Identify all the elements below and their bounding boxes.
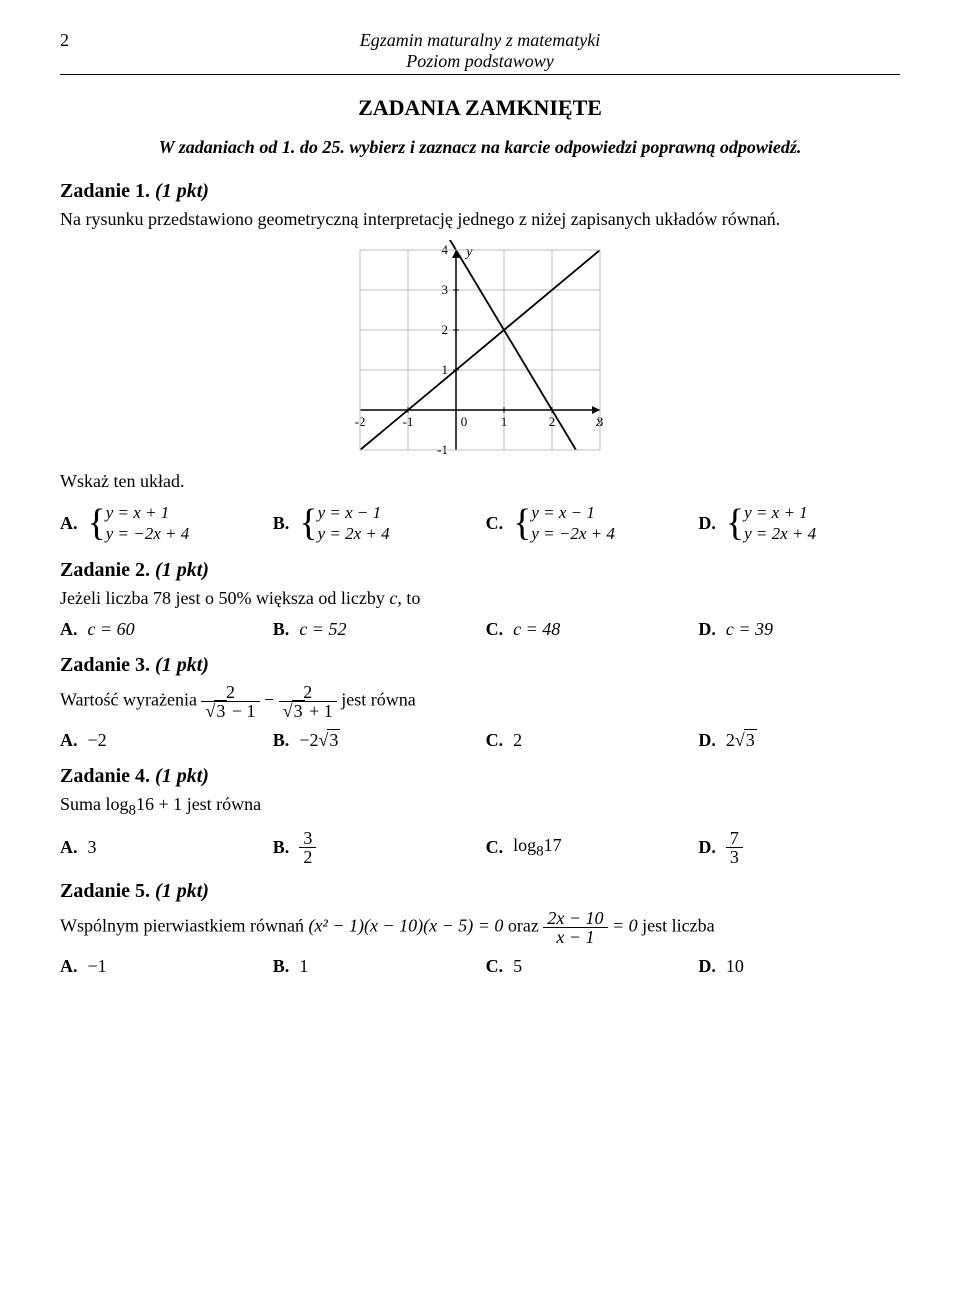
z4-options: A.3 B. 32 C. log817 D. 73: [60, 829, 900, 866]
z2-option-d: D.c = 39: [698, 619, 900, 640]
z1-pts: (1 pkt): [155, 180, 209, 202]
svg-text:-1: -1: [403, 414, 414, 429]
z4-option-b: B. 32: [273, 829, 475, 866]
z3-option-a: A.−2: [60, 730, 262, 751]
zadanie-2-heading: Zadanie 2. (1 pkt): [60, 559, 900, 582]
z4-option-d: D. 73: [698, 829, 900, 866]
svg-text:0: 0: [461, 414, 468, 429]
zadanie-5-heading: Zadanie 5. (1 pkt): [60, 880, 900, 903]
z1-label: Zadanie 1.: [60, 180, 150, 202]
z1-options: A. { y = x + 1 y = −2x + 4 B. { y = x − …: [60, 502, 900, 545]
z5-option-a: A.−1: [60, 956, 262, 977]
page-number: 2: [60, 30, 90, 72]
zadanie-1-heading: Zadanie 1. (1 pkt): [60, 180, 900, 203]
coordinate-graph: -2-10123-11234xy: [350, 240, 610, 460]
z3-text: Wartość wyrażenia 2 √3 − 1 − 2 √3 + 1 je…: [60, 683, 900, 720]
header-title: Egzamin maturalny z matematyki Poziom po…: [90, 30, 870, 72]
z1-option-d: D. { y = x + 1 y = 2x + 4: [698, 502, 900, 545]
header-line-1: Egzamin maturalny z matematyki: [90, 30, 870, 51]
z3-options: A.−2 B.−2√3 C.2 D.2√3: [60, 730, 900, 751]
svg-text:y: y: [464, 244, 473, 260]
zadanie-4-heading: Zadanie 4. (1 pkt): [60, 765, 900, 788]
instruction: W zadaniach od 1. do 25. wybierz i zazna…: [60, 137, 900, 158]
z1-option-a: A. { y = x + 1 y = −2x + 4: [60, 502, 262, 545]
svg-text:x: x: [595, 414, 603, 430]
header-line-2: Poziom podstawowy: [90, 51, 870, 72]
svg-text:2: 2: [442, 322, 449, 337]
z2-option-b: B.c = 52: [273, 619, 475, 640]
z4-option-a: A.3: [60, 829, 262, 866]
z5-option-b: B.1: [273, 956, 475, 977]
z4-text: Suma log816 + 1 jest równa: [60, 794, 900, 820]
z4-option-c: C. log817: [486, 829, 688, 866]
svg-text:1: 1: [442, 362, 449, 377]
svg-text:1: 1: [501, 414, 508, 429]
page-header: 2 Egzamin maturalny z matematyki Poziom …: [60, 30, 900, 75]
z1-option-c: C. { y = x − 1 y = −2x + 4: [486, 502, 688, 545]
z1-text: Na rysunku przedstawiono geometryczną in…: [60, 209, 900, 230]
z3-option-c: C.2: [486, 730, 688, 751]
z2-text: Jeżeli liczba 78 jest o 50% większa od l…: [60, 588, 900, 609]
z2-options: A.c = 60 B.c = 52 C.c = 48 D.c = 39: [60, 619, 900, 640]
zadanie-3-heading: Zadanie 3. (1 pkt): [60, 654, 900, 677]
z1-wskaz: Wskaż ten układ.: [60, 471, 900, 492]
z2-option-a: A.c = 60: [60, 619, 262, 640]
z3-option-b: B.−2√3: [273, 730, 475, 751]
section-title: ZADANIA ZAMKNIĘTE: [60, 95, 900, 121]
z2-option-c: C.c = 48: [486, 619, 688, 640]
z5-options: A.−1 B.1 C.5 D.10: [60, 956, 900, 977]
svg-text:3: 3: [442, 282, 449, 297]
z5-option-d: D.10: [698, 956, 900, 977]
z1-option-b: B. { y = x − 1 y = 2x + 4: [273, 502, 475, 545]
z1-chart: -2-10123-11234xy: [60, 240, 900, 465]
svg-text:2: 2: [549, 414, 556, 429]
z3-option-d: D.2√3: [698, 730, 900, 751]
z5-text: Wspólnym pierwiastkiem równań (x² − 1)(x…: [60, 909, 900, 946]
z5-option-c: C.5: [486, 956, 688, 977]
